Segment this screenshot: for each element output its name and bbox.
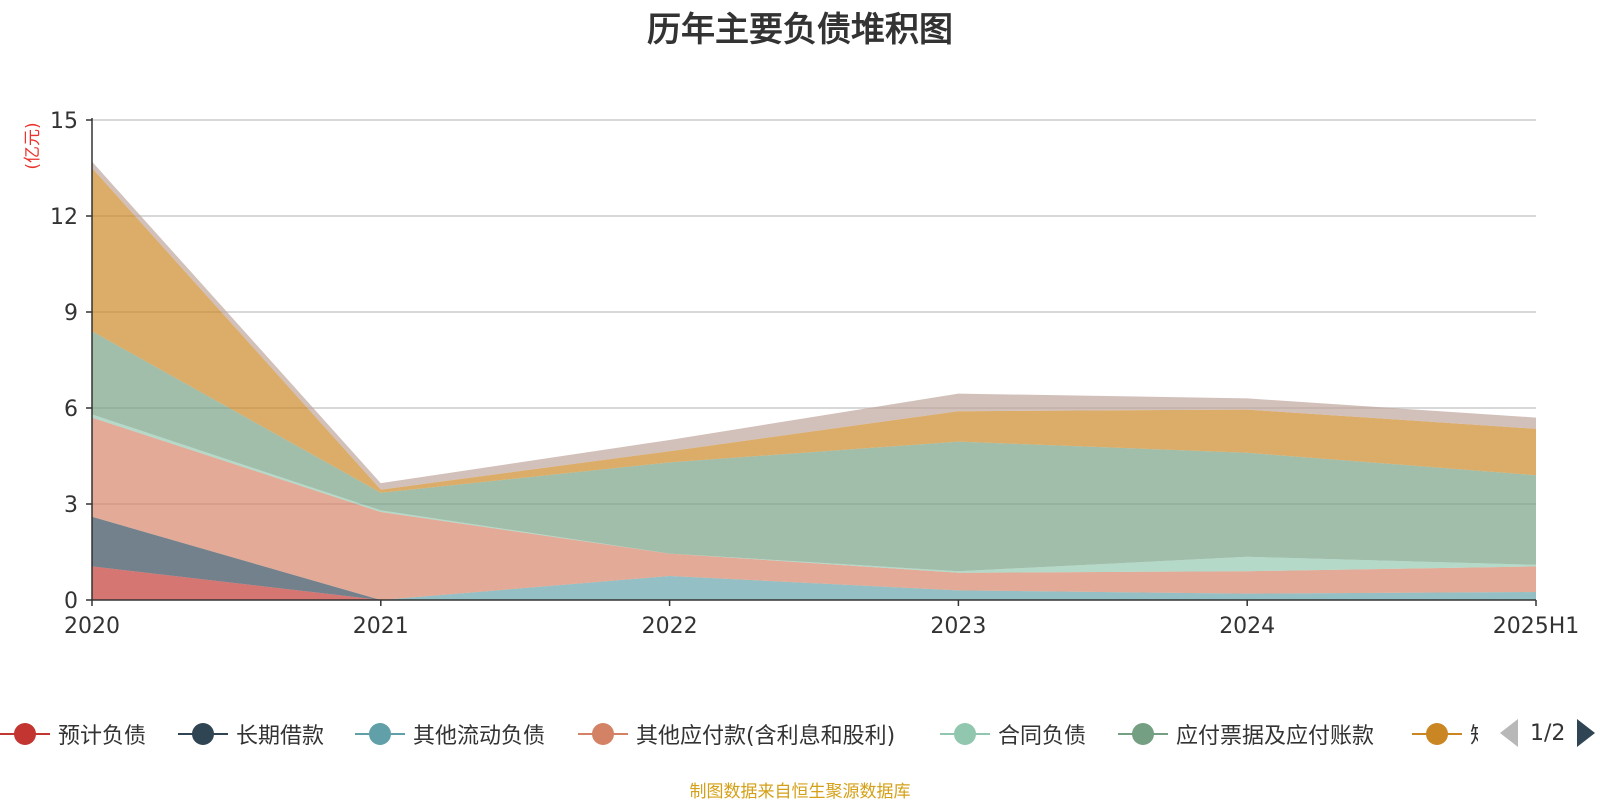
legend-pager: 1/2 xyxy=(1500,719,1596,747)
legend-label: 合同负债 xyxy=(998,724,1087,749)
x-tick-label: 2025H1 xyxy=(1493,614,1580,639)
y-tick-label: 0 xyxy=(64,589,78,614)
legend-marker-icon xyxy=(940,716,990,752)
legend-marker-icon xyxy=(578,716,628,752)
stacked-areas xyxy=(92,161,1536,600)
legend-item[interactable]: 应付票据及应付账款 xyxy=(1118,716,1374,752)
legend-page-indicator: 1/2 xyxy=(1530,720,1566,746)
legend-next-page-icon[interactable] xyxy=(1577,719,1596,747)
legend-item[interactable]: 长期借款 xyxy=(178,716,324,752)
legend-label: 其他应付款(含利息和股利) xyxy=(636,724,896,749)
chart-title: 历年主要负债堆积图 xyxy=(647,10,953,50)
axes: 0 3 6 9 12 15 2020 2021 2022 2023 2024 2025H1 xyxy=(50,109,1579,639)
legend-item[interactable]: 其他流动负债 xyxy=(355,716,545,752)
legend-label: 短 xyxy=(1470,718,1478,750)
legend-prev-page-icon[interactable] xyxy=(1500,719,1518,747)
legend-item[interactable]: 短 xyxy=(1412,716,1478,752)
area-series-7[interactable] xyxy=(92,168,1536,493)
legend-marker-icon xyxy=(1412,716,1462,752)
area-series-6[interactable] xyxy=(92,331,1536,572)
legend-marker-icon xyxy=(1118,716,1168,752)
x-tick-label: 2024 xyxy=(1219,614,1275,639)
legend-label: 其他流动负债 xyxy=(413,724,546,749)
area-series-4[interactable] xyxy=(92,417,1536,600)
legend: 预计负债 长期借款 其他流动负债 其他应付款(含利息和股利) 合同负债 应付票据及应付账款… xyxy=(0,716,1600,756)
x-tick-label: 2020 xyxy=(64,614,120,639)
y-tick-label: 15 xyxy=(50,109,78,134)
legend-marker-icon xyxy=(178,716,228,752)
legend-marker-icon xyxy=(355,716,405,752)
area-series-8[interactable] xyxy=(92,161,1536,490)
legend-label: 长期借款 xyxy=(236,724,325,749)
legend-item[interactable]: 合同负债 xyxy=(940,716,1086,752)
legend-marker-icon xyxy=(0,716,50,752)
y-tick-label: 6 xyxy=(64,397,78,422)
x-tick-label: 2022 xyxy=(642,614,698,639)
area-series-3[interactable] xyxy=(92,516,1536,600)
chart-canvas: 0 3 6 9 12 15 2020 2021 2022 2023 2024 2025H1 (亿元) xyxy=(23,109,1579,639)
y-tick-label: 9 xyxy=(64,301,78,326)
y-tick-label: 12 xyxy=(50,205,78,230)
legend-item[interactable]: 预计负债 xyxy=(0,716,146,752)
legend-label: 应付票据及应付账款 xyxy=(1176,724,1375,749)
area-series-1[interactable] xyxy=(92,566,1536,600)
y-axis-label: (亿元) xyxy=(23,122,43,169)
x-tick-label: 2023 xyxy=(930,614,986,639)
x-tick-label: 2021 xyxy=(353,614,409,639)
legend-label: 预计负债 xyxy=(58,724,147,749)
legend-item[interactable]: 其他应付款(含利息和股利) xyxy=(578,716,895,752)
y-tick-label: 3 xyxy=(64,493,78,518)
data-source-note: 制图数据来自恒生聚源数据库 xyxy=(689,782,911,802)
legend-items: 预计负债 长期借款 其他流动负债 其他应付款(含利息和股利) 合同负债 应付票据及应付账款… xyxy=(0,716,1478,756)
